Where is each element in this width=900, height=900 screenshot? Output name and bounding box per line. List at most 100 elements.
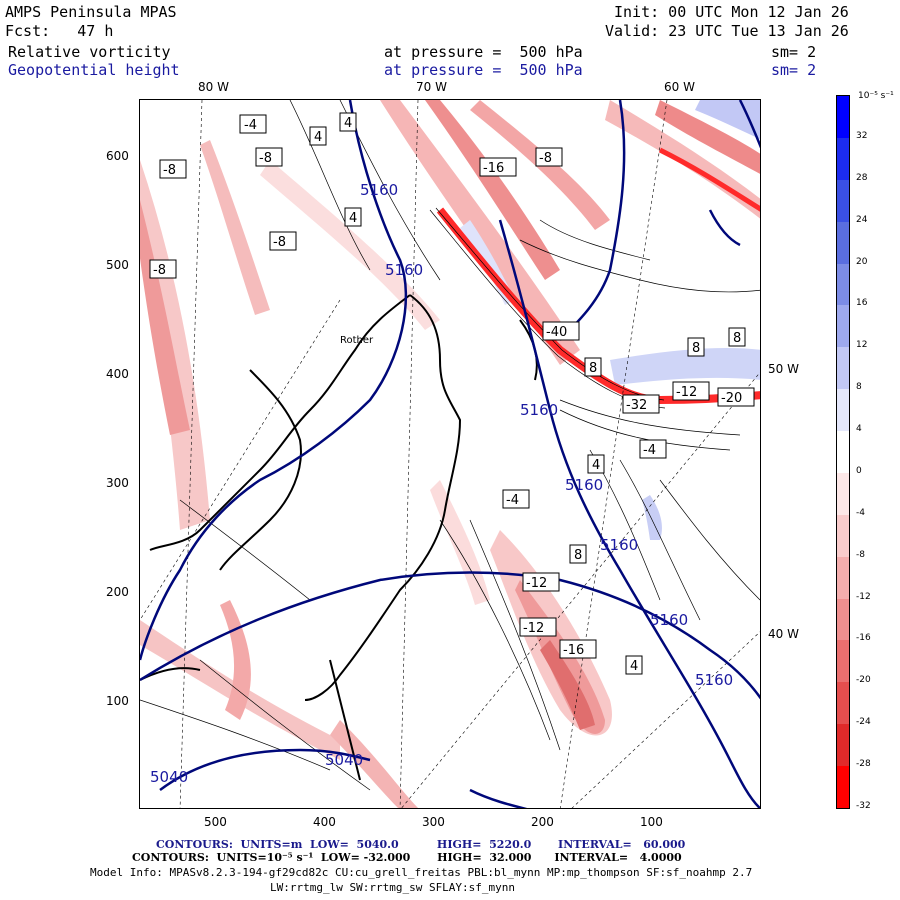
vort-label: -40 <box>542 321 580 341</box>
init-time: Init: 00 UTC Mon 12 Jan 26 <box>614 3 849 21</box>
colorbar <box>836 95 850 809</box>
vort-label: 4 <box>339 112 357 132</box>
vort-label: 4 <box>309 126 327 146</box>
colorbar-segment <box>837 556 849 600</box>
svg-text:-8: -8 <box>153 263 166 278</box>
vort-label: -4 <box>239 114 267 134</box>
svg-text:-16: -16 <box>483 161 504 176</box>
height-label: 5160 <box>650 611 688 629</box>
colorbar-tick-label: -20 <box>856 675 871 686</box>
y-tick-600: 600 <box>106 149 129 163</box>
svg-text:8: 8 <box>574 548 582 563</box>
vort-label: 4 <box>344 207 362 227</box>
vort-label: -8 <box>255 147 283 167</box>
colorbar-tick-label: -28 <box>856 759 871 770</box>
map-panel: 5160 5160 5160 5160 5160 5160 5160 5040 … <box>139 99 761 809</box>
footer-model-info: Model Info: MPASv8.2.3-194-gf29cd82c CU:… <box>90 866 753 879</box>
height-labels: 5160 5160 5160 5160 5160 5160 5160 5040 … <box>150 181 733 786</box>
colorbar-segment <box>837 724 849 767</box>
colorbar-segment <box>837 682 849 725</box>
colorbar-segment <box>837 96 849 139</box>
vort-label: 8 <box>687 337 705 357</box>
svg-text:8: 8 <box>733 331 741 346</box>
colorbar-tick-label: 0 <box>856 465 862 476</box>
footer-model-info-2: LW:rrtmg_lw SW:rrtmg_sw SFLAY:sf_mynn <box>270 881 516 894</box>
field1-level: at pressure = 500 hPa <box>384 43 583 61</box>
field2-smoothing: sm= 2 <box>771 61 817 79</box>
x-tick-300: 300 <box>422 815 445 829</box>
y-tick-300: 300 <box>106 476 129 490</box>
height-label: 5040 <box>325 751 363 769</box>
svg-text:4: 4 <box>592 458 600 473</box>
field1-smoothing: sm= 2 <box>771 43 817 61</box>
forecast-hour: Fcst: 47 h <box>5 22 114 40</box>
field2-level: at pressure = 500 hPa <box>384 61 583 79</box>
svg-text:-4: -4 <box>244 118 257 133</box>
vort-label: 4 <box>625 655 643 675</box>
vort-label: 8 <box>569 544 587 564</box>
svg-text:-16: -16 <box>563 643 584 658</box>
colorbar-tick-label: -4 <box>856 507 865 518</box>
svg-text:-8: -8 <box>163 163 176 178</box>
graticule <box>140 100 760 808</box>
footer-vorticity-contours: CONTOURS: UNITS=10⁻⁵ s⁻¹ LOW= -32.000 HI… <box>132 851 682 864</box>
vorticity-contours <box>140 100 760 791</box>
height-label: 5160 <box>600 536 638 554</box>
vort-label: -8 <box>159 159 187 179</box>
height-label: 5160 <box>360 181 398 199</box>
height-contours <box>140 100 760 808</box>
colorbar-segment <box>837 305 849 348</box>
vort-label: 4 <box>587 454 605 474</box>
svg-text:-12: -12 <box>526 576 547 591</box>
colorbar-segment <box>837 347 849 390</box>
svg-text:-32: -32 <box>626 398 647 413</box>
map-canvas: 5160 5160 5160 5160 5160 5160 5160 5040 … <box>140 100 760 808</box>
valid-time: Valid: 23 UTC Tue 13 Jan 26 <box>605 22 849 40</box>
colorbar-unit: 10⁻⁵ s⁻¹ <box>858 91 894 101</box>
vort-label: -12 <box>672 381 710 401</box>
vort-label: 8 <box>728 327 746 347</box>
colorbar-tick-label: 20 <box>856 256 868 267</box>
colorbar-tick-label: -12 <box>856 591 871 602</box>
vort-label: -16 <box>479 157 517 177</box>
colorbar-segment <box>837 640 849 683</box>
colorbar-tick-label: 16 <box>856 298 868 309</box>
x-tick-500: 500 <box>204 815 227 829</box>
vort-label: -8 <box>149 259 177 279</box>
y-tick-100: 100 <box>106 694 129 708</box>
svg-text:8: 8 <box>692 341 700 356</box>
svg-text:-12: -12 <box>676 385 697 400</box>
colorbar-tick-label: -32 <box>856 801 871 811</box>
height-label: 5160 <box>385 261 423 279</box>
svg-text:-40: -40 <box>546 325 567 340</box>
colorbar-segment <box>837 137 849 181</box>
colorbar-segment <box>837 766 849 809</box>
place-label: Rother <box>340 335 374 346</box>
vort-label: -12 <box>519 617 557 637</box>
svg-text:-4: -4 <box>506 493 519 508</box>
svg-text:4: 4 <box>630 659 638 674</box>
svg-text:8: 8 <box>589 361 597 376</box>
colorbar-segment <box>837 431 849 474</box>
field2-name: Geopotential height <box>8 61 180 79</box>
vort-label: -16 <box>559 639 597 659</box>
colorbar-tick-label: 32 <box>856 130 868 141</box>
y-tick-400: 400 <box>106 367 129 381</box>
y-tick-200: 200 <box>106 585 129 599</box>
colorbar-tick-label: 8 <box>856 382 862 393</box>
vort-label: -12 <box>522 572 560 592</box>
vort-label: -32 <box>622 394 660 414</box>
colorbar-segment <box>837 179 849 223</box>
y-tick-500: 500 <box>106 258 129 272</box>
colorbar-tick-label: 28 <box>856 172 868 183</box>
lon-label-40w: 40 W <box>768 627 799 641</box>
lon-label-50w: 50 W <box>768 362 799 376</box>
vort-label: -8 <box>269 231 297 251</box>
svg-text:-4: -4 <box>643 443 656 458</box>
x-tick-100: 100 <box>640 815 663 829</box>
svg-text:-8: -8 <box>259 151 272 166</box>
lon-label-70w: 70 W <box>416 80 447 94</box>
height-label: 5160 <box>695 671 733 689</box>
svg-text:4: 4 <box>349 211 357 226</box>
vort-label: -8 <box>535 147 563 167</box>
